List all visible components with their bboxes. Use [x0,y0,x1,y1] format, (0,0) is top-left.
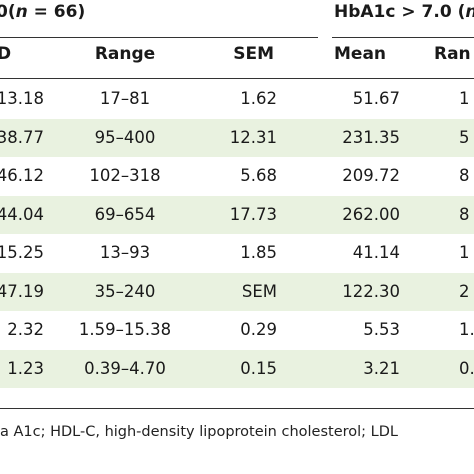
footnote: a A1c; HDL-C, high-density lipoprotein c… [0,424,398,440]
cell-range-right: 5 [459,127,470,147]
cell-sd: 1.23 [7,358,44,378]
table-body: 13.18 17–81 1.62 51.67 1 38.77 95–400 12.31 231.… [0,80,474,388]
cell-range-right: 2 [459,281,470,301]
table-row: 47.19 35–240 SEM 122.30 2 [0,272,474,311]
cell-range: 17–81 [99,89,151,108]
table-row: 46.12 102–318 5.68 209.72 8 [0,157,474,196]
col-header-sem: SEM [233,44,274,64]
col-header-mean: Mean [334,44,387,64]
cell-sem: 1.62 [240,89,277,108]
col-header-range-right: Ran [434,44,471,64]
cell-range: 95–400 [94,127,156,147]
table-row: 38.77 95–400 12.31 231.35 5 [0,118,474,157]
table-row: 44.04 69–654 17.73 262.00 8 [0,195,474,234]
cell-sd: 15.25 [0,243,44,262]
cell-range-right: 8 [459,204,470,224]
group-left-n: n [15,2,28,22]
cell-mean: 5.53 [363,320,400,339]
cell-sem: 5.68 [240,166,277,185]
cell-range-right: 1 [459,89,470,108]
group-header-row: 0(n = 66) HbA1c > 7.0 (n [0,0,474,40]
group-right-rule [332,37,474,38]
group-left-rule [0,37,318,38]
table-row: 2.32 1.59–15.38 0.29 5.53 1.6 [0,311,474,350]
group-right-prefix: HbA1c > 7.0 ( [334,2,466,22]
cell-mean: 3.21 [363,358,400,378]
cell-range-right: 0.1 [459,358,474,378]
bottom-rule [0,408,474,409]
cell-sd: 38.77 [0,127,44,147]
group-left-prefix: 0( [0,2,16,22]
col-header-range: Range [94,44,156,64]
cell-mean: 122.30 [342,281,400,301]
table-row: 1.23 0.39–4.70 0.15 3.21 0.1 [0,349,474,388]
table-row: 13.18 17–81 1.62 51.67 1 [0,80,474,119]
cell-range: 35–240 [94,281,156,301]
cell-range-right: 1 [459,243,470,262]
cell-sd: 46.12 [0,166,44,185]
cell-range: 1.59–15.38 [78,320,172,339]
cell-range: 69–654 [94,204,156,224]
group-header-left: 0(n = 66) [0,2,85,22]
cell-sem: 1.85 [240,243,277,262]
cell-range: 0.39–4.70 [84,358,166,378]
cell-mean: 51.67 [352,89,400,108]
cell-range-right: 8 [459,166,470,185]
cell-sd: 13.18 [0,89,44,108]
group-left-suffix: = 66) [27,2,86,22]
cell-range-right: 1.6 [459,320,474,339]
cell-sd: 47.19 [0,281,44,301]
cell-sem: 0.15 [240,358,277,378]
table-row: 15.25 13–93 1.85 41.14 1 [0,234,474,273]
cell-sem: 0.29 [240,320,277,339]
cell-sem: 17.73 [229,204,277,224]
group-header-right: HbA1c > 7.0 (n [334,2,474,22]
cell-sem: 12.31 [229,127,277,147]
cell-mean: 231.35 [342,127,400,147]
cell-range: 102–318 [89,166,161,185]
cell-mean: 41.14 [352,243,400,262]
cell-mean: 262.00 [342,204,400,224]
cell-sd: 2.32 [7,320,44,339]
group-right-n: n [465,2,474,22]
cell-sem: SEM [241,281,277,301]
cell-mean: 209.72 [342,166,400,185]
cell-sd: 44.04 [0,204,44,224]
header-rule [0,78,474,79]
col-header-sd: D [0,44,12,64]
cell-range: 13–93 [99,243,151,262]
